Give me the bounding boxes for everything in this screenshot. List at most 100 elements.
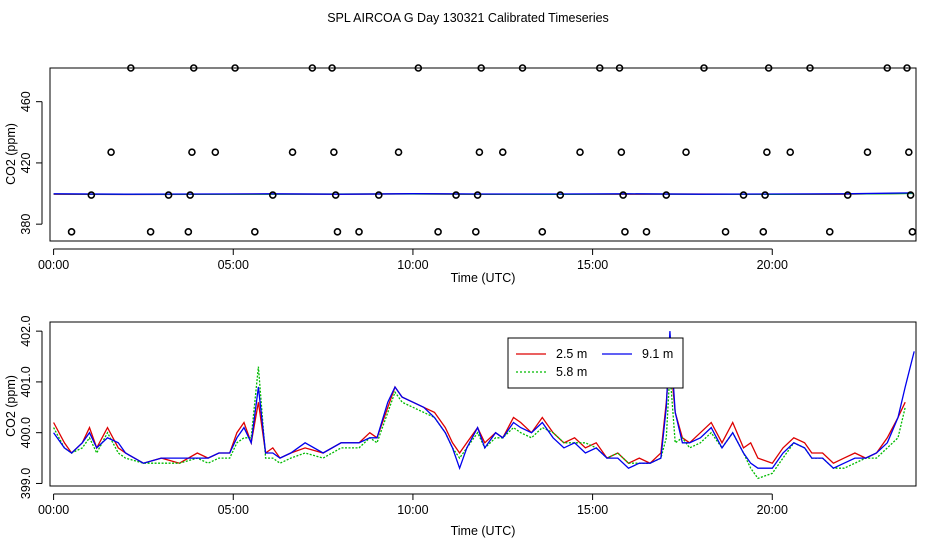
y-tick-label: 402.0: [19, 315, 33, 346]
y-tick-label: 399.0: [19, 468, 33, 499]
x-axis: 00:00 05:00 10:00 15:00 20:00: [38, 493, 788, 517]
y-tick-label: 460: [19, 91, 33, 112]
y-axis: 399.0 400.0 401.0 402.0: [19, 315, 43, 499]
calibration-point: [184, 228, 193, 236]
calibration-point: [308, 64, 317, 72]
plot-frame: [49, 67, 917, 242]
calibration-point: [700, 64, 708, 72]
calibration-point: [475, 148, 484, 157]
calibration-point: [908, 228, 917, 236]
calibration-point: [825, 228, 834, 236]
calibration-point: [164, 191, 173, 199]
calibration-point: [615, 64, 624, 72]
y-axis-label: CO2 (ppm): [4, 123, 18, 185]
series-group: [53, 331, 915, 480]
x-tick-label: 05:00: [218, 258, 249, 272]
x-tick-label: 10:00: [397, 503, 428, 517]
calibration-point: [189, 64, 198, 72]
x-tick-label: 00:00: [38, 503, 69, 517]
timeseries-panel: 00:00 05:00 10:00 15:00 20:00 399.0 400.0 401.…: [4, 315, 917, 538]
calibration-point: [288, 148, 297, 157]
calibration-point: [477, 64, 486, 72]
x-tick-label: 15:00: [577, 258, 608, 272]
series-group: [53, 192, 913, 196]
series-line-2-5-m: [53, 356, 906, 464]
calibration-point: [87, 191, 96, 199]
calibration-point: [107, 148, 115, 157]
calibration-point: [617, 148, 626, 157]
calibration-point: [905, 148, 913, 157]
calibration-point: [434, 228, 442, 236]
calibration-point: [642, 228, 651, 236]
calibration-point: [595, 64, 604, 72]
calibration-point: [863, 148, 872, 157]
x-tick-label: 20:00: [757, 503, 788, 517]
calibration-point: [331, 191, 340, 199]
calibration-point: [186, 191, 194, 199]
calibration-point: [188, 148, 196, 157]
calibration-point: [556, 191, 565, 199]
calibration-points: [67, 64, 917, 236]
calibration-point: [576, 148, 584, 157]
x-tick-label: 10:00: [397, 258, 428, 272]
legend-box: [507, 337, 684, 389]
series-line-5-8-m: [53, 366, 906, 480]
y-tick-label: 420: [19, 152, 33, 173]
calibration-point: [146, 228, 155, 236]
calibration-point: [903, 64, 911, 72]
legend-label-5-8m: 5.8 m: [556, 365, 587, 379]
y-tick-label: 401.0: [19, 366, 33, 397]
y-tick-label: 380: [19, 214, 33, 235]
series-line-2: [53, 192, 913, 195]
legend-label-9-1m: 9.1 m: [642, 347, 673, 361]
calibration-point: [374, 191, 383, 199]
calibration-point: [231, 64, 239, 72]
plot-frame: [49, 321, 917, 487]
calibration-point: [251, 228, 259, 236]
x-axis: 00:00 05:00 10:00 15:00 20:00: [38, 248, 788, 272]
y-tick-label: 400.0: [19, 417, 33, 448]
calibration-point: [330, 148, 338, 157]
calibration-point: [127, 64, 135, 72]
calibration-point: [761, 191, 769, 199]
x-tick-label: 15:00: [577, 503, 608, 517]
calibration-point: [394, 148, 403, 157]
calibration-point: [268, 191, 277, 199]
calibration-point: [786, 148, 795, 157]
calibration-point: [518, 64, 527, 72]
calibration-point: [759, 228, 768, 236]
calibration-point: [906, 191, 915, 199]
calibration-point: [538, 228, 547, 236]
calibration-point: [333, 228, 342, 236]
calibration-point: [498, 148, 507, 157]
calibration-scatter-panel: 00:00 05:00 10:00 15:00 20:00 380 420 460 Time…: [4, 64, 917, 285]
calibration-point: [355, 228, 363, 236]
x-axis-label: Time (UTC): [451, 271, 516, 285]
calibration-point: [414, 64, 423, 72]
calibration-point: [739, 191, 748, 199]
calibration-point: [806, 64, 814, 72]
x-axis-label: Time (UTC): [451, 524, 516, 538]
series-line-9-1-m: [53, 331, 915, 471]
calibration-point: [67, 228, 76, 236]
calibration-point: [328, 64, 336, 72]
calibration-point: [211, 148, 220, 157]
calibration-point: [721, 228, 730, 236]
calibration-point: [619, 191, 627, 199]
calibration-point: [883, 64, 892, 72]
calibration-point: [621, 228, 629, 236]
calibration-point: [662, 191, 671, 199]
calibration-point: [473, 191, 482, 199]
legend: 2.5 m 5.8 m 9.1 m: [507, 337, 684, 389]
x-tick-label: 05:00: [218, 503, 249, 517]
y-axis: 380 420 460: [19, 91, 43, 235]
calibration-point: [452, 191, 460, 199]
legend-label-2-5m: 2.5 m: [556, 347, 587, 361]
calibration-point: [472, 228, 480, 236]
calibration-point: [682, 148, 690, 157]
calibration-point: [764, 64, 773, 72]
y-axis-label: CO2 (ppm): [4, 375, 18, 437]
chart-title: SPL AIRCOA G Day 130321 Calibrated Times…: [327, 11, 609, 25]
calibration-point: [843, 191, 852, 199]
x-tick-label: 00:00: [38, 258, 69, 272]
